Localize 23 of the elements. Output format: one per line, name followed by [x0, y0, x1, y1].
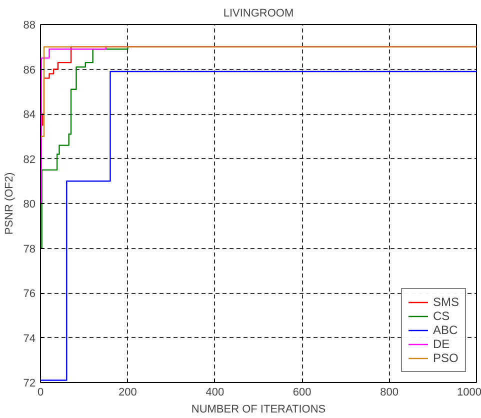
x-tick-label: 1000: [457, 386, 481, 398]
y-axis-title: PSNR (OF2): [3, 172, 16, 235]
legend-label: ABC: [432, 323, 458, 337]
legend-label: SMS: [432, 295, 459, 309]
y-tick-label: 86: [23, 64, 36, 76]
x-axis-title: NUMBER OF ITERATIONS: [191, 404, 326, 416]
legend-label: DE: [432, 337, 451, 351]
y-tick-label: 88: [23, 20, 36, 32]
legend-label: PSO: [432, 351, 458, 365]
y-tick-label: 74: [23, 332, 36, 345]
x-tick-label: 0: [37, 386, 44, 398]
legend-label: CS: [432, 309, 451, 323]
x-tick-label: 600: [292, 386, 312, 398]
y-tick-label: 80: [23, 198, 36, 210]
y-tick-label: 84: [23, 109, 36, 121]
x-tick-label: 400: [206, 386, 224, 398]
y-tick-label: 72: [23, 378, 36, 390]
x-tick-label: 200: [118, 386, 137, 398]
y-tick-label: 76: [23, 288, 36, 300]
y-tick-label: 78: [23, 243, 36, 256]
y-tick-label: 82: [23, 154, 36, 166]
chart-title: LIVINGROOM: [223, 8, 294, 20]
x-tick-label: 800: [380, 386, 398, 398]
